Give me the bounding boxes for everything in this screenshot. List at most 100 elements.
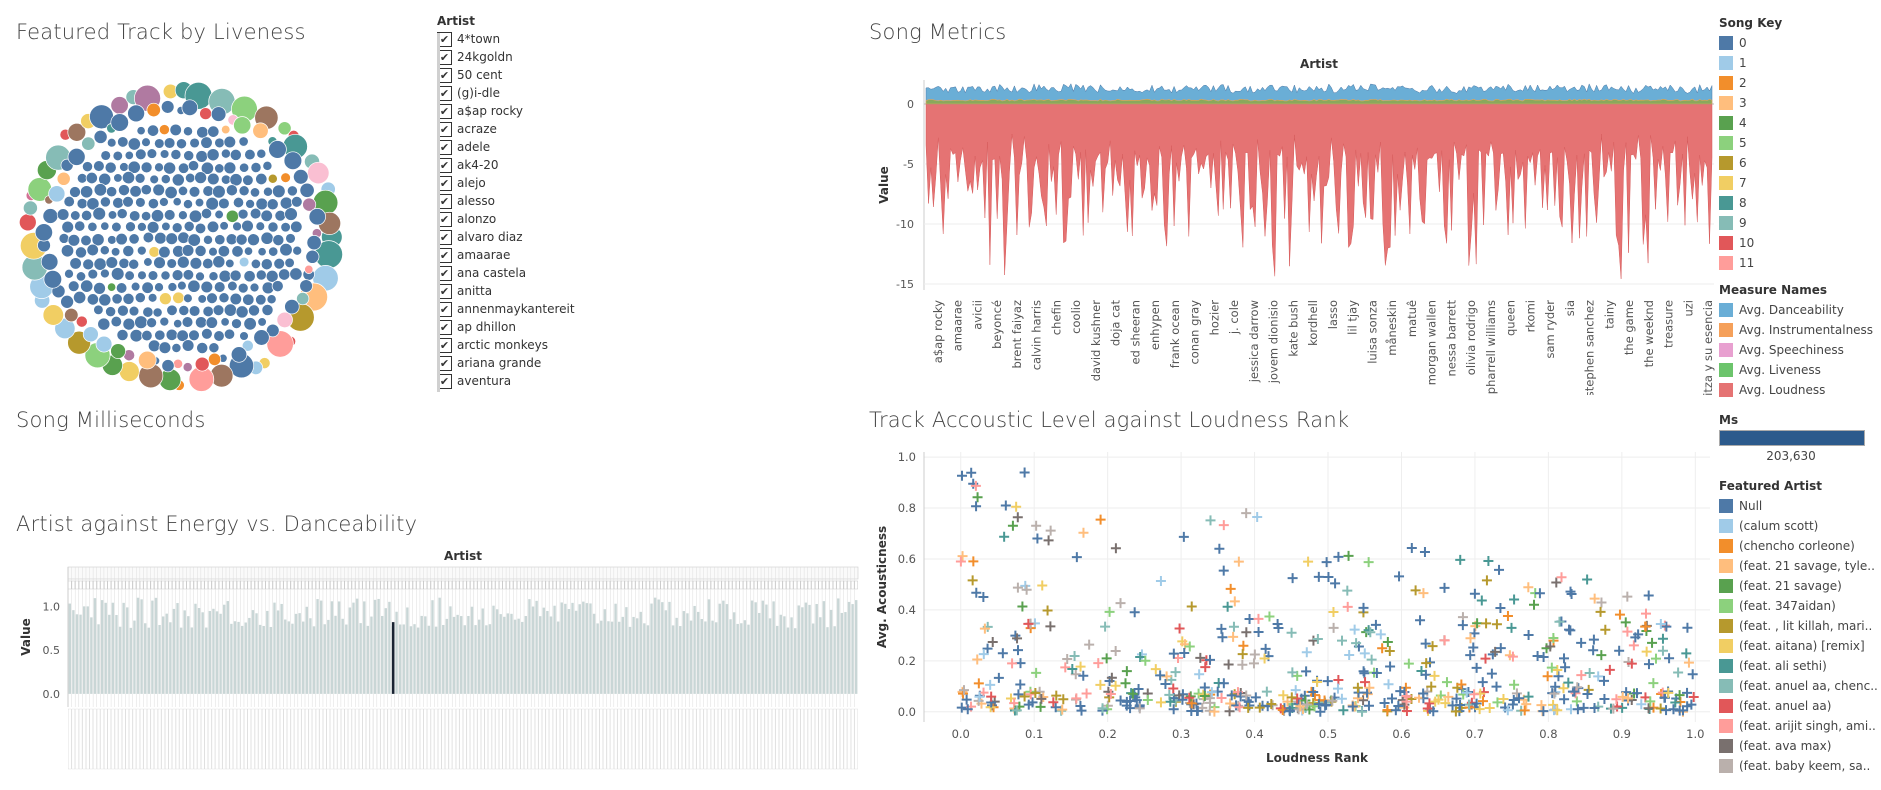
track-bubble[interactable] bbox=[263, 186, 273, 197]
track-point[interactable] bbox=[1498, 693, 1509, 704]
energy-bar[interactable] bbox=[111, 602, 115, 694]
track-point[interactable] bbox=[1185, 691, 1196, 702]
track-point[interactable] bbox=[1523, 582, 1534, 593]
track-point[interactable] bbox=[1261, 686, 1272, 697]
energy-bar[interactable] bbox=[567, 609, 571, 694]
track-bubble[interactable] bbox=[218, 197, 230, 210]
energy-bar[interactable] bbox=[553, 605, 556, 694]
track-bubble[interactable] bbox=[225, 233, 238, 246]
track-point[interactable] bbox=[1584, 668, 1595, 679]
track-bubble[interactable] bbox=[122, 317, 136, 331]
track-point[interactable] bbox=[1385, 661, 1396, 672]
track-point[interactable] bbox=[961, 694, 972, 705]
track-bubble[interactable] bbox=[243, 317, 257, 331]
song-key-legend-item[interactable]: 7 bbox=[1719, 173, 1782, 193]
energy-bar[interactable] bbox=[319, 600, 323, 694]
energy-bar[interactable] bbox=[452, 616, 456, 694]
track-bubble[interactable] bbox=[227, 280, 238, 292]
energy-bar[interactable] bbox=[68, 603, 71, 694]
track-point[interactable] bbox=[1599, 693, 1610, 704]
track-point[interactable] bbox=[1664, 653, 1675, 664]
track-bubble[interactable] bbox=[86, 197, 100, 211]
track-point[interactable] bbox=[1478, 696, 1489, 707]
track-point[interactable] bbox=[967, 575, 978, 586]
track-point[interactable] bbox=[1244, 614, 1255, 625]
energy-bar[interactable] bbox=[485, 625, 488, 694]
track-point[interactable] bbox=[1199, 691, 1210, 702]
track-bubble[interactable] bbox=[203, 234, 213, 245]
track-bubble[interactable] bbox=[260, 258, 273, 271]
track-bubble[interactable] bbox=[185, 172, 196, 184]
track-bubble[interactable] bbox=[43, 270, 63, 289]
track-bubble[interactable] bbox=[111, 221, 122, 233]
track-point[interactable] bbox=[1595, 606, 1606, 617]
track-point[interactable] bbox=[1286, 692, 1297, 703]
track-point[interactable] bbox=[1519, 705, 1530, 716]
energy-bar[interactable] bbox=[233, 621, 237, 694]
track-bubble[interactable] bbox=[135, 197, 146, 208]
track-bubble[interactable] bbox=[206, 148, 220, 162]
energy-bar[interactable] bbox=[607, 621, 610, 694]
track-point[interactable] bbox=[1017, 601, 1028, 612]
track-point[interactable] bbox=[970, 480, 981, 491]
energy-bar[interactable] bbox=[115, 615, 118, 694]
track-point[interactable] bbox=[1177, 694, 1188, 705]
track-bubble[interactable] bbox=[253, 329, 270, 346]
track-point[interactable] bbox=[1290, 685, 1301, 696]
track-bubble[interactable] bbox=[67, 280, 80, 292]
track-bubble[interactable] bbox=[248, 304, 260, 317]
track-point[interactable] bbox=[1366, 654, 1377, 665]
track-bubble[interactable] bbox=[159, 292, 172, 306]
track-bubble[interactable] bbox=[95, 335, 113, 353]
track-point[interactable] bbox=[1222, 601, 1233, 612]
track-point[interactable] bbox=[1371, 668, 1382, 679]
energy-bar[interactable] bbox=[266, 610, 269, 694]
track-bubble[interactable] bbox=[154, 231, 167, 245]
track-point[interactable] bbox=[1655, 619, 1666, 630]
song-key-legend-item[interactable]: 1 bbox=[1719, 53, 1782, 73]
liveness-area[interactable] bbox=[925, 98, 1713, 105]
track-bubble[interactable] bbox=[183, 199, 193, 210]
track-point[interactable] bbox=[1106, 672, 1117, 683]
track-point[interactable] bbox=[1103, 686, 1114, 697]
energy-bar[interactable] bbox=[747, 624, 750, 694]
track-bubble[interactable] bbox=[278, 268, 291, 281]
track-point[interactable] bbox=[1048, 697, 1059, 708]
track-point[interactable] bbox=[1352, 682, 1363, 693]
track-point[interactable] bbox=[1495, 643, 1506, 654]
track-bubble[interactable] bbox=[75, 246, 87, 259]
track-point[interactable] bbox=[1548, 632, 1559, 643]
track-point[interactable] bbox=[1506, 622, 1517, 633]
track-bubble[interactable] bbox=[214, 209, 224, 220]
track-point[interactable] bbox=[1468, 642, 1479, 653]
track-point[interactable] bbox=[1545, 641, 1556, 652]
track-bubble[interactable] bbox=[93, 304, 104, 315]
track-bubble[interactable] bbox=[115, 232, 128, 246]
energy-bar[interactable] bbox=[355, 598, 359, 694]
track-bubble[interactable] bbox=[99, 245, 110, 256]
featured-legend-item[interactable]: (feat. 21 savage, tyle.. bbox=[1719, 556, 1878, 576]
track-bubble[interactable] bbox=[122, 196, 134, 208]
energy-bar[interactable] bbox=[284, 619, 287, 694]
track-bubble[interactable] bbox=[243, 270, 256, 283]
track-bubble[interactable] bbox=[141, 137, 151, 147]
track-bubble[interactable] bbox=[172, 291, 185, 304]
track-bubble[interactable] bbox=[183, 293, 193, 304]
track-bubble[interactable] bbox=[283, 151, 303, 170]
track-bubble[interactable] bbox=[63, 195, 75, 208]
track-point[interactable] bbox=[1566, 588, 1577, 599]
track-point[interactable] bbox=[987, 636, 998, 647]
track-point[interactable] bbox=[1476, 595, 1487, 606]
track-bubble[interactable] bbox=[178, 305, 190, 316]
track-point[interactable] bbox=[1287, 573, 1298, 584]
track-point[interactable] bbox=[982, 643, 993, 654]
track-bubble[interactable] bbox=[231, 245, 244, 258]
energy-bar[interactable] bbox=[230, 623, 233, 694]
track-point[interactable] bbox=[1486, 668, 1497, 679]
track-bubble[interactable] bbox=[69, 257, 82, 270]
energy-bar[interactable] bbox=[833, 626, 836, 694]
track-bubble[interactable] bbox=[76, 173, 88, 184]
energy-bar[interactable] bbox=[334, 615, 337, 694]
track-point[interactable] bbox=[1021, 584, 1032, 595]
track-point[interactable] bbox=[1292, 693, 1303, 704]
